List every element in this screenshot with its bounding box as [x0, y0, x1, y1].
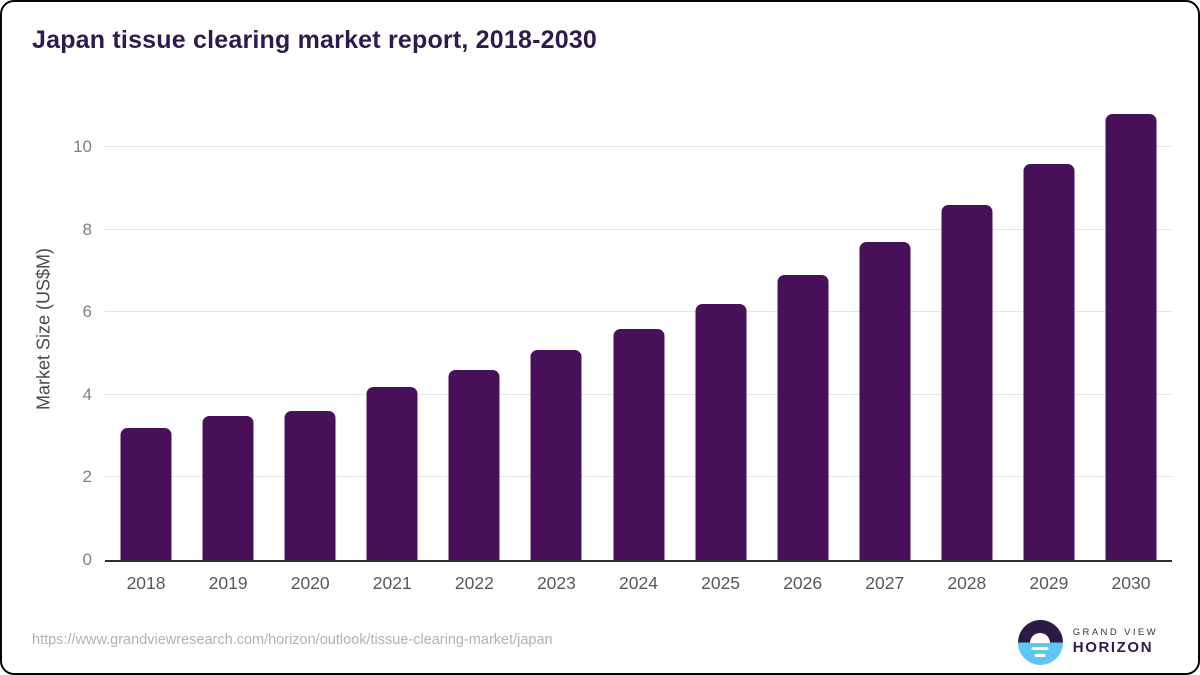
bar-slots: 2018 2019 2020 2021 2022 2023 2024 2025 2026 2027… [105, 102, 1172, 593]
bar-slot-2027: 2027 [844, 102, 926, 593]
y-tick-label-10: 10 [73, 137, 92, 157]
bar-2027 [859, 242, 911, 560]
bar-slot-2028: 2028 [926, 102, 1008, 593]
logo-brand-bottom: HORIZON [1072, 639, 1154, 657]
page-title: Japan tissue clearing market report, 201… [32, 26, 598, 54]
source-url: https://www.grandviewresearch.com/horizo… [32, 632, 553, 648]
gridline-y-8 [105, 228, 1172, 230]
bar-2020 [284, 411, 336, 560]
logo-brand-top: GRAND VIEW [1072, 627, 1158, 639]
bar-2022 [448, 370, 500, 560]
bar-2026 [777, 275, 829, 560]
bar-2023 [530, 349, 582, 560]
x-tick-label-2026: 2026 [783, 573, 823, 593]
bar-slot-2025: 2025 [680, 102, 762, 593]
bar-slot-2019: 2019 [187, 102, 269, 593]
bar-slot-2029: 2029 [1008, 102, 1090, 593]
y-tick-label-4: 4 [82, 384, 92, 404]
bar-slot-2026: 2026 [762, 102, 844, 593]
x-tick-label-2022: 2022 [454, 573, 494, 593]
bar-2029 [1023, 163, 1075, 560]
bar-slot-2024: 2024 [597, 102, 679, 593]
bar-2025 [695, 304, 747, 560]
x-tick-label-2023: 2023 [536, 573, 576, 593]
reflection-line [1031, 646, 1049, 650]
horizon-sunrise-icon [1017, 620, 1063, 665]
y-axis-title: Market Size (US$M) [33, 247, 54, 411]
bar-slot-2021: 2021 [351, 102, 433, 593]
bar-slot-2018: 2018 [105, 102, 187, 593]
grand-view-horizon-logo: GRAND VIEW HORIZON [1017, 620, 1158, 665]
bar-slot-2030: 2030 [1090, 102, 1172, 593]
bar-2018 [120, 427, 172, 560]
x-tick-label-2029: 2029 [1029, 573, 1069, 593]
bar-slot-2023: 2023 [515, 102, 597, 593]
y-tick-label-6: 6 [82, 302, 92, 322]
x-tick-label-2030: 2030 [1111, 573, 1151, 593]
bar-chart-plot-area: 0 2 4 6 8 10 2018 2019 2020 2021 2022 2023 2024 2025 2… [73, 102, 1172, 593]
y-tick-label-8: 8 [82, 219, 92, 239]
x-tick-label-2021: 2021 [372, 573, 412, 593]
x-tick-label-2020: 2020 [290, 573, 330, 593]
bar-slot-2022: 2022 [433, 102, 515, 593]
logo-wordmark: GRAND VIEW HORIZON [1073, 627, 1158, 658]
x-tick-label-2027: 2027 [865, 573, 905, 593]
reflection-line [1034, 653, 1046, 657]
bar-slot-2020: 2020 [269, 102, 351, 593]
x-tick-label-2018: 2018 [126, 573, 166, 593]
x-tick-label-2019: 2019 [208, 573, 248, 593]
x-tick-label-2028: 2028 [947, 573, 987, 593]
bar-2028 [941, 205, 993, 560]
sun-dome-shape [1030, 632, 1051, 643]
y-tick-label-2: 2 [82, 467, 92, 487]
bar-2019 [202, 415, 254, 560]
y-tick-label-0: 0 [82, 550, 92, 569]
gridline-y-6 [105, 311, 1172, 313]
gridline-y-10 [105, 146, 1172, 148]
x-tick-label-2024: 2024 [619, 573, 658, 593]
bar-2021 [366, 386, 418, 560]
bar-2024 [613, 328, 664, 560]
bar-2030 [1105, 114, 1157, 560]
x-tick-label-2025: 2025 [701, 573, 741, 593]
